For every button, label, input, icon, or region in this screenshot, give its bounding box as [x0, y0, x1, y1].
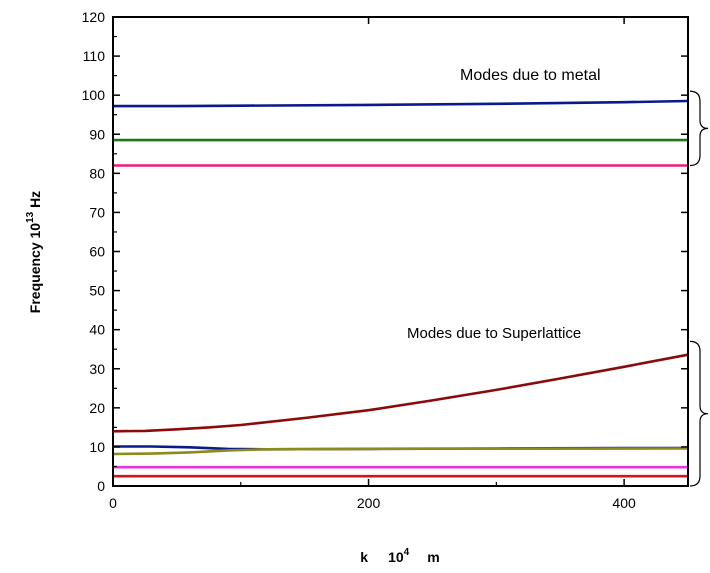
y-tick-label: 10 — [89, 439, 105, 455]
x-axis-title-base2: 10 — [388, 549, 404, 565]
y-tick-label: 90 — [89, 126, 105, 142]
y-axis-title-base: Frequency 10 — [27, 223, 43, 313]
brace-2 — [689, 340, 709, 487]
y-tick-label: 60 — [89, 244, 105, 260]
y-tick-label: 20 — [89, 400, 105, 416]
y-tick-label: 100 — [82, 87, 106, 103]
annotation-metal: Modes due to metal — [460, 67, 601, 84]
annotation-superlattice: Modes due to Superlattice — [407, 325, 581, 342]
x-tick-label: 400 — [612, 495, 636, 511]
plot-lines — [112, 99, 689, 478]
y-tick-label: 70 — [89, 204, 105, 220]
x-axis-title: k 104 m — [360, 547, 439, 565]
x-tick-label: 0 — [109, 495, 117, 511]
x-tick-label: 200 — [357, 495, 381, 511]
y-tick-label: 80 — [89, 165, 105, 181]
x-axis-title-unit: m — [427, 549, 439, 565]
brace-1 — [689, 90, 709, 167]
x-axis-title-sup: 4 — [404, 547, 410, 558]
y-tick-label: 110 — [83, 48, 106, 64]
y-axis-title: Frequency 1013 Hz — [25, 191, 43, 313]
series-line-6 — [112, 447, 689, 456]
y-tick-label: 40 — [89, 322, 105, 338]
axis-ticks: 0 10 20 30 40 50 60 70 80 90 100 110 120 0 200 400 — [82, 9, 688, 511]
y-axis-title-unit: Hz — [27, 191, 43, 212]
x-axis-title-base: k — [360, 549, 368, 565]
plot-frame — [112, 16, 689, 487]
y-tick-label: 30 — [89, 361, 105, 377]
y-tick-label: 120 — [82, 9, 106, 25]
series-line-4 — [112, 353, 689, 433]
y-tick-label: 0 — [97, 478, 105, 494]
y-tick-label: 50 — [89, 283, 105, 299]
brackets — [689, 90, 709, 487]
series-line-1 — [113, 99, 689, 108]
y-axis-title-sup: 13 — [25, 211, 36, 223]
